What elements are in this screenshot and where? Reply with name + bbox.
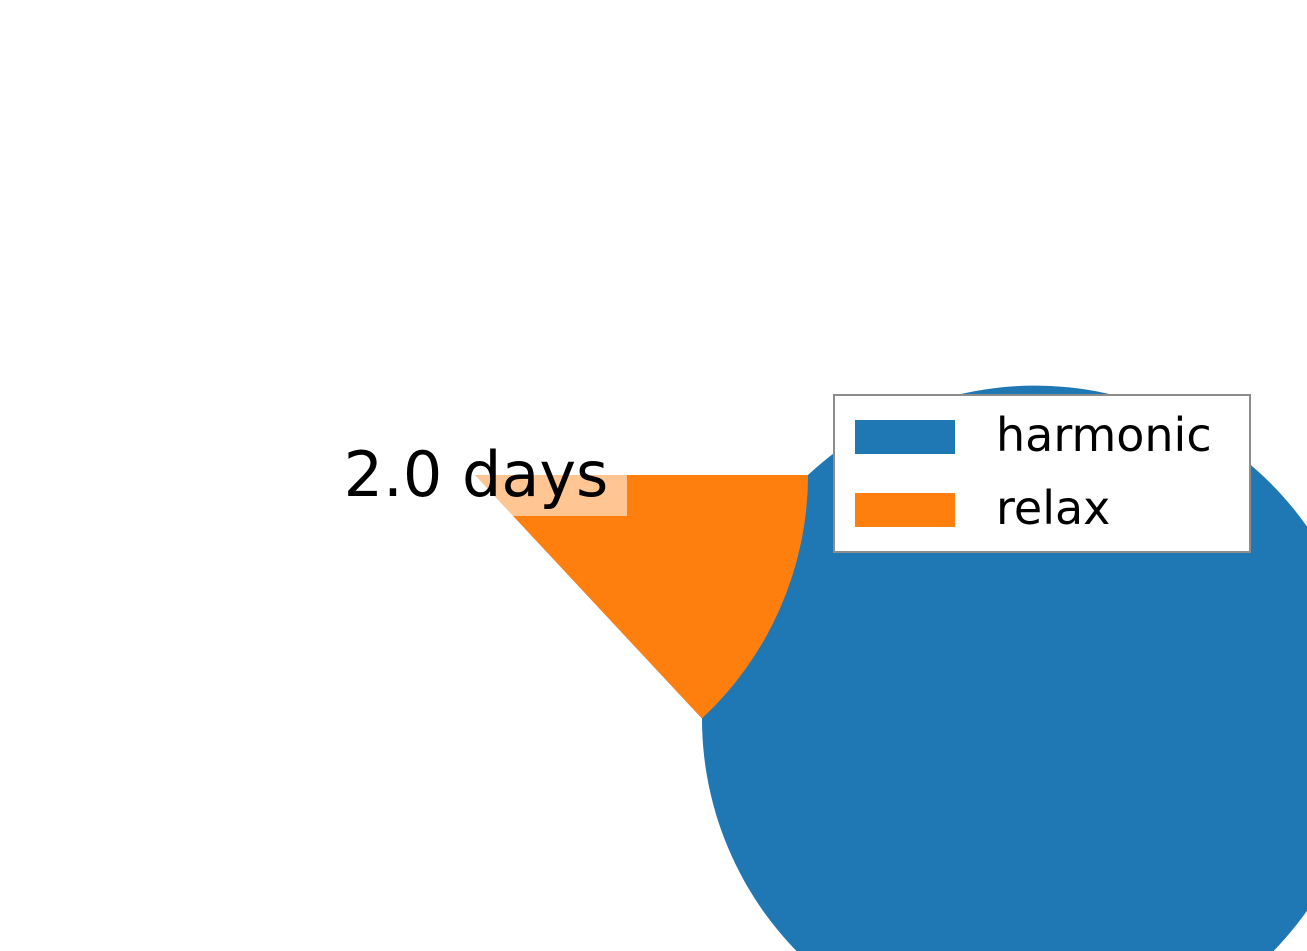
legend-label-relax: relax — [996, 481, 1111, 535]
legend-swatch-relax — [855, 493, 955, 527]
legend-label-harmonic: harmonic — [996, 408, 1212, 462]
legend-entry-harmonic[interactable]: harmonic — [855, 412, 1212, 458]
legend-swatch-harmonic — [855, 420, 955, 454]
legend-entry-relax[interactable]: relax — [855, 485, 1110, 531]
pie-wedge-label-text: 2.0 days — [343, 438, 609, 511]
pie-wedge-label-box: 2.0 days — [325, 436, 627, 516]
pie-wedge-relax[interactable] — [475, 475, 808, 719]
chart-legend: harmonic relax — [833, 394, 1251, 553]
